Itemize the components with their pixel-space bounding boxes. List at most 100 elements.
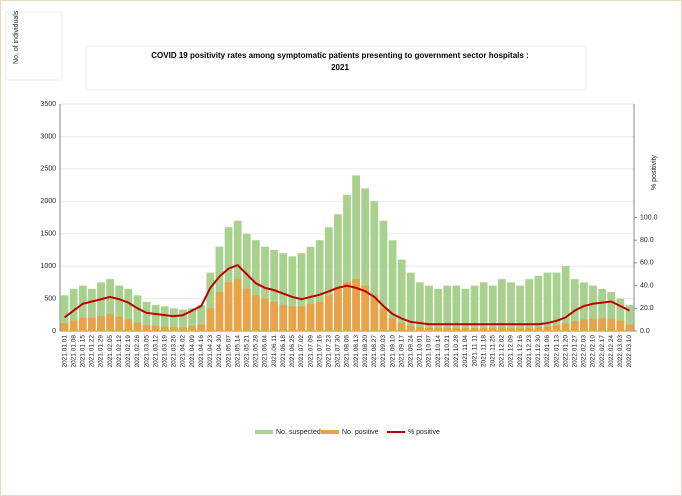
x-tick-label: 2021.03.26 xyxy=(171,335,178,368)
bar xyxy=(170,308,178,331)
y-tick-label: 500 xyxy=(44,295,56,302)
bar xyxy=(607,292,616,331)
x-tick-label: 2021.01.08 xyxy=(70,335,77,368)
x-tick-label: 2022.02.03 xyxy=(581,335,588,368)
x-tick-label: 2021.11.25 xyxy=(489,335,496,367)
y2-tick-label: 0.0 xyxy=(640,328,650,335)
bar xyxy=(97,282,105,331)
x-tick-label: 2021.10.14 xyxy=(435,335,442,368)
bar xyxy=(115,285,124,331)
x-tick-label: 2021.04.02 xyxy=(180,335,187,368)
x-tick-label: 2021.07.16 xyxy=(316,335,323,368)
bar xyxy=(306,303,315,331)
x-tick-label: 2021.12.30 xyxy=(535,335,542,368)
bar xyxy=(607,318,616,331)
bar xyxy=(370,201,379,331)
bar xyxy=(452,285,461,331)
x-tick-label: 2021.11.11 xyxy=(471,335,478,367)
x-tick-label: 2021.10.01 xyxy=(417,335,424,368)
x-tick-label: 2021.12.09 xyxy=(508,335,515,368)
bar xyxy=(561,266,570,331)
bar xyxy=(361,285,370,331)
x-tick-label: 2021.08.27 xyxy=(371,335,378,368)
bar xyxy=(242,233,251,331)
x-tick-label: 2021.01.01 xyxy=(61,335,68,368)
bar xyxy=(334,288,342,331)
x-tick-label: 2021.11.04 xyxy=(462,335,469,367)
bar xyxy=(479,328,488,331)
x-tick-label: 2021.02.12 xyxy=(116,335,123,368)
x-tick-label: 2021.09.10 xyxy=(389,335,396,368)
bar xyxy=(197,305,206,331)
y2-tick-label: 100.0 xyxy=(640,214,658,221)
bar xyxy=(525,327,534,331)
x-tick-label: 2021.09.03 xyxy=(380,335,387,368)
x-tick-label: 2022.02.17 xyxy=(599,335,606,368)
bar xyxy=(516,328,524,331)
bar xyxy=(334,214,342,331)
x-tick-label: 2021.06.25 xyxy=(289,335,296,368)
bar xyxy=(397,259,406,331)
bar xyxy=(188,308,196,331)
bar xyxy=(115,316,124,331)
bar xyxy=(616,320,625,331)
bar xyxy=(233,220,242,331)
x-tick-label: 2021.04.23 xyxy=(207,335,214,368)
legend-swatch xyxy=(255,430,273,434)
x-tick-label: 2021.08.06 xyxy=(344,335,351,368)
bar xyxy=(452,327,461,331)
bar xyxy=(498,279,506,331)
bar xyxy=(224,282,233,331)
x-tick-label: 2022.02.24 xyxy=(608,335,615,368)
x-tick-label: 2021.10.28 xyxy=(453,335,460,368)
x-tick-label: 2021.02.19 xyxy=(125,335,132,368)
bar xyxy=(160,306,169,331)
x-tick-label: 2021.08.20 xyxy=(362,335,369,368)
bar xyxy=(206,272,215,331)
y2-tick-label: 40.0 xyxy=(640,282,654,289)
bar xyxy=(570,321,579,331)
bar xyxy=(434,328,442,331)
y-label-box xyxy=(5,11,63,81)
bar xyxy=(306,246,315,331)
bar xyxy=(69,320,78,331)
bar xyxy=(388,240,397,331)
x-tick-label: 2021.12.02 xyxy=(499,335,506,368)
y2-tick-label: 60.0 xyxy=(640,260,654,267)
bar xyxy=(516,285,524,331)
bar xyxy=(470,285,479,331)
x-tick-label: 2022.01.13 xyxy=(553,335,560,368)
bar xyxy=(498,327,506,331)
bar xyxy=(124,288,133,331)
y-tick-label: 1500 xyxy=(40,231,56,238)
bar xyxy=(233,279,242,331)
x-tick-label: 2021.05.14 xyxy=(234,335,241,368)
y-tick-label: 0 xyxy=(52,328,56,335)
bar xyxy=(142,301,151,331)
y-tick-label: 3500 xyxy=(40,101,56,108)
x-tick-label: 2021.12.16 xyxy=(517,335,524,368)
x-tick-label: 2021.03.12 xyxy=(152,335,159,368)
bar xyxy=(598,288,606,331)
bar xyxy=(352,279,360,331)
x-tick-label: 2021.01.15 xyxy=(79,335,86,368)
x-tick-label: 2021.07.02 xyxy=(298,335,305,368)
bar xyxy=(343,194,351,331)
bar xyxy=(160,326,169,331)
y2-tick-label: 20.0 xyxy=(640,305,654,312)
bar xyxy=(543,272,552,331)
x-tick-label: 2021.06.18 xyxy=(280,335,287,368)
y-tick-label: 2500 xyxy=(40,166,56,173)
x-tick-label: 2021.02.26 xyxy=(134,335,141,368)
bar xyxy=(242,288,251,331)
bar xyxy=(625,324,634,331)
bar xyxy=(507,282,515,331)
bar xyxy=(570,279,579,331)
bar xyxy=(443,285,452,331)
y-tick-label: 2000 xyxy=(40,198,56,205)
bar xyxy=(224,227,233,331)
bar xyxy=(461,328,470,331)
bar xyxy=(543,326,552,331)
x-tick-label: 2021.11.18 xyxy=(480,335,487,367)
